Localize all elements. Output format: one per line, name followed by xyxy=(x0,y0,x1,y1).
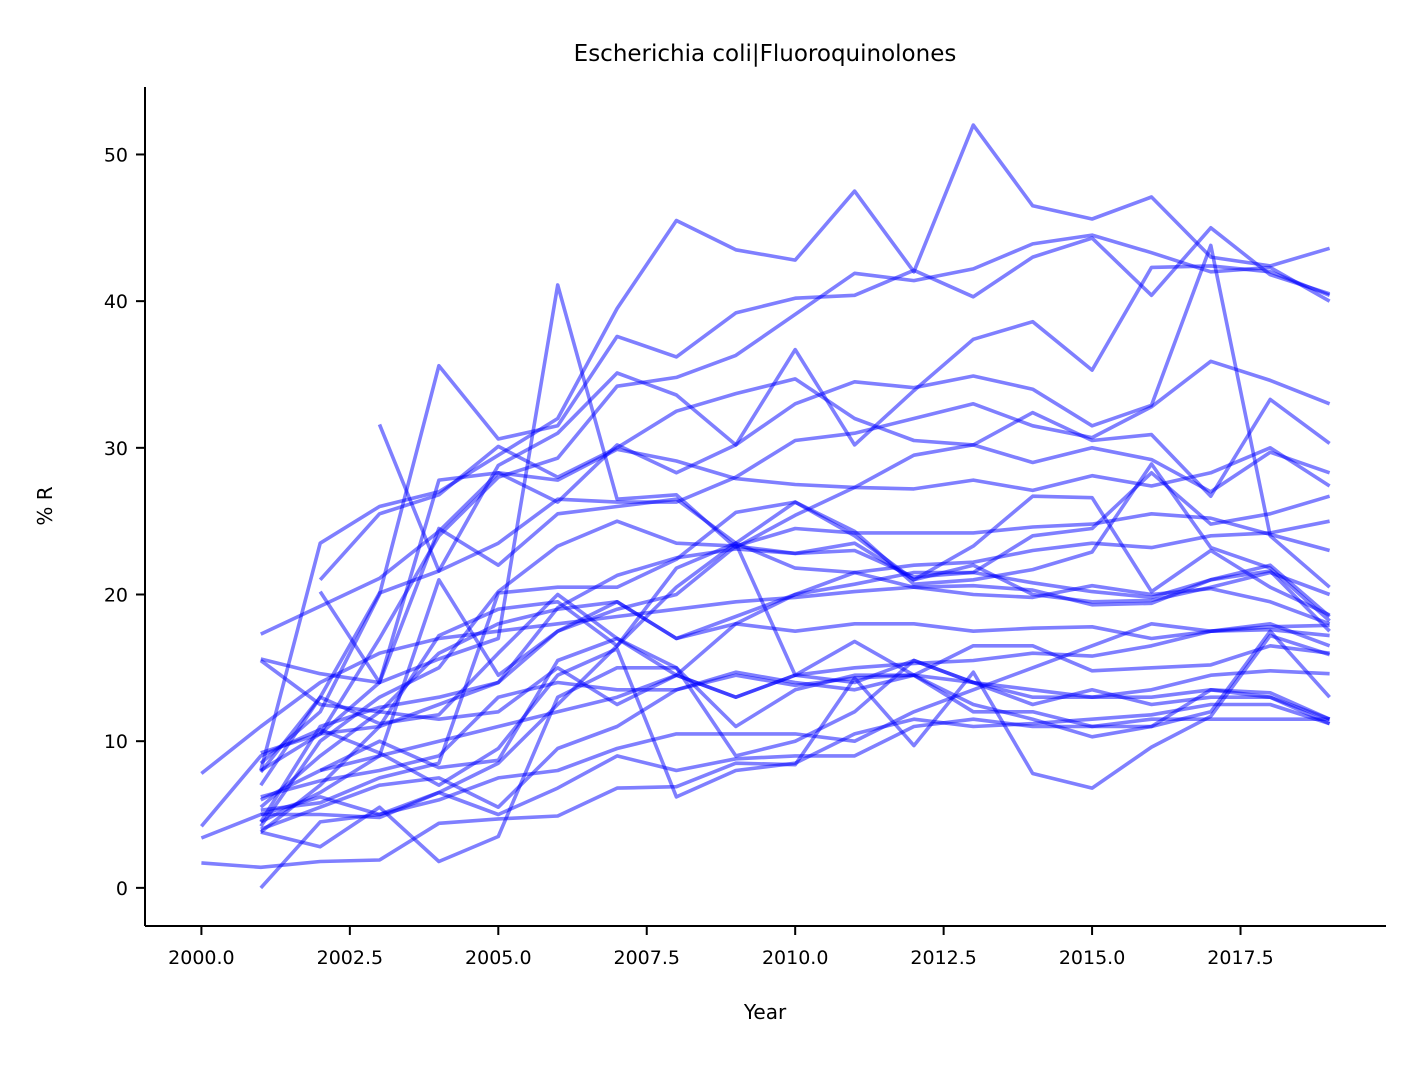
series-line-6 xyxy=(377,359,1331,573)
series-line-30 xyxy=(260,621,1331,817)
x-tick-label: 2017.5 xyxy=(1207,947,1273,969)
series-line-3 xyxy=(318,233,1331,735)
y-ticks: 0 10 20 30 40 50 xyxy=(104,144,145,900)
x-tick-label: 2005.0 xyxy=(465,947,531,969)
y-tick-label: 50 xyxy=(104,144,128,166)
series-line-29 xyxy=(200,563,1331,775)
series-line-21 xyxy=(260,636,1330,802)
y-tick-label: 10 xyxy=(104,731,128,753)
series-line-26 xyxy=(200,646,1331,828)
x-tick-label: 2015.0 xyxy=(1059,947,1125,969)
x-tick-label: 2007.5 xyxy=(614,947,680,969)
x-tick-label: 2000.0 xyxy=(168,947,234,969)
series-line-1 xyxy=(259,123,1331,771)
series-line-22 xyxy=(319,658,1331,773)
x-axis-label: Year xyxy=(743,1000,787,1024)
series-line-11 xyxy=(318,497,1330,685)
x-ticks: 2000.0 2002.5 2005.0 2007.5 2010.0 2012.5 2015… xyxy=(168,926,1274,969)
series-line-9 xyxy=(318,377,1331,582)
series-lines xyxy=(200,123,1331,890)
series-line-25 xyxy=(260,658,1331,864)
series-line-16 xyxy=(259,570,1331,722)
y-tick-label: 0 xyxy=(116,878,128,900)
x-tick-label: 2012.5 xyxy=(910,947,976,969)
series-line-17 xyxy=(259,599,1330,809)
series-line-7 xyxy=(260,283,1331,685)
series-line-5 xyxy=(259,243,1331,774)
series-line-20 xyxy=(260,643,1330,799)
series-line-8 xyxy=(259,445,1331,773)
y-axis-label: % R xyxy=(33,486,57,525)
x-tick-label: 2002.5 xyxy=(317,947,383,969)
chart-title: Escherichia coli|Fluoroquinolones xyxy=(574,41,957,67)
series-line-19 xyxy=(260,541,1331,755)
series-line-12 xyxy=(259,511,1331,828)
x-tick-label: 2010.0 xyxy=(762,947,828,969)
series-line-14 xyxy=(260,462,1331,812)
y-tick-label: 40 xyxy=(104,291,128,313)
series-line-2 xyxy=(259,226,1331,765)
y-tick-label: 20 xyxy=(104,585,128,607)
y-tick-label: 30 xyxy=(104,438,128,460)
series-line-28 xyxy=(201,633,1331,870)
